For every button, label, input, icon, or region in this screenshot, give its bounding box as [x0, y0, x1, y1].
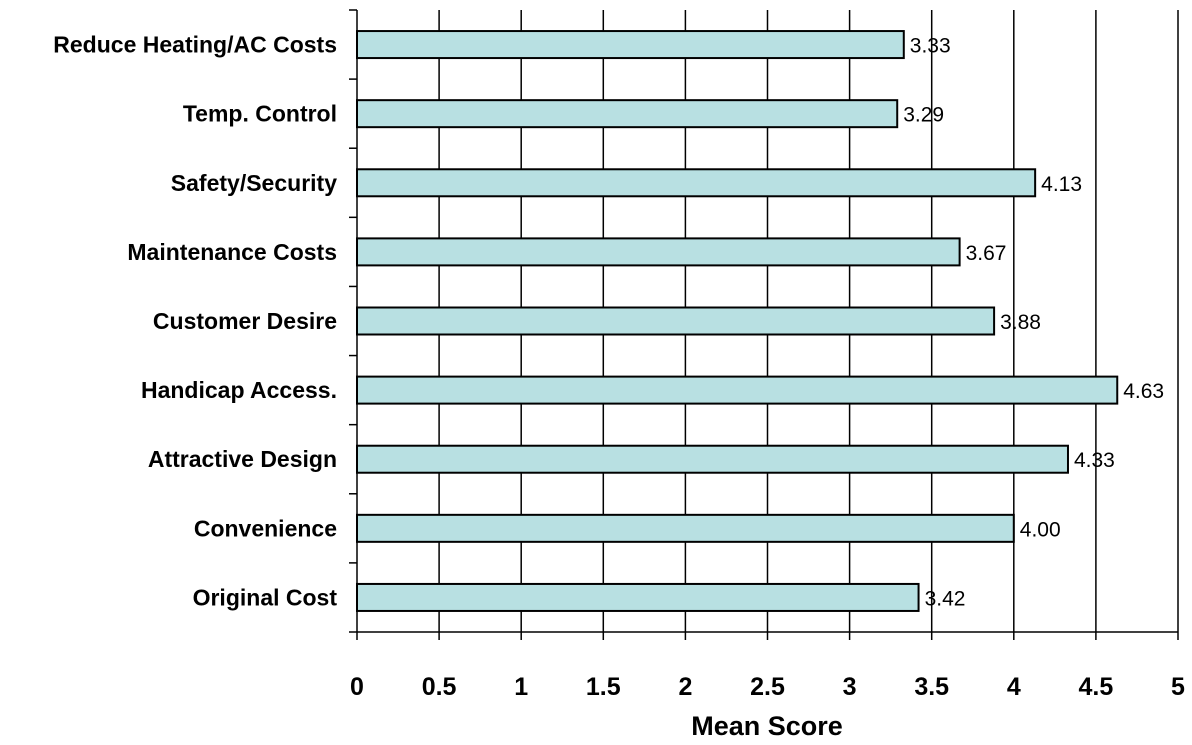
x-tick-label: 4: [1007, 673, 1021, 701]
x-tick-label: 0: [350, 673, 364, 701]
x-tick-label: 5: [1171, 673, 1185, 701]
x-tick-label: 1: [514, 673, 528, 701]
value-label: 4.00: [1020, 518, 1061, 541]
x-tick-label: 1.5: [586, 673, 621, 701]
value-label: 4.13: [1041, 173, 1082, 196]
category-label: Reduce Heating/AC Costs: [53, 32, 337, 58]
category-label: Handicap Access.: [141, 377, 337, 403]
bar: [356, 168, 1037, 198]
category-label: Convenience: [194, 515, 337, 541]
category-label: Customer Desire: [153, 308, 337, 334]
bar: [356, 99, 899, 129]
bar: [356, 30, 905, 60]
x-tick-label: 2: [678, 673, 692, 701]
category-label: Attractive Design: [148, 446, 337, 472]
category-label: Temp. Control: [183, 101, 337, 127]
category-label: Original Cost: [193, 584, 338, 610]
category-label: Safety/Security: [171, 170, 337, 196]
x-tick-label: 2.5: [750, 673, 785, 701]
value-label: 3.29: [903, 104, 944, 127]
category-label: Maintenance Costs: [127, 239, 337, 265]
x-tick-label: 0.5: [422, 673, 457, 701]
x-axis-title: Mean Score: [691, 711, 843, 741]
axes: [349, 9, 1179, 640]
value-label: 3.88: [1000, 311, 1041, 334]
bar: [356, 237, 961, 267]
value-label: 3.67: [966, 242, 1007, 265]
bar: [356, 513, 1015, 543]
x-tick-label: 4.5: [1079, 673, 1114, 701]
bar: [356, 582, 920, 612]
bar: [356, 306, 996, 336]
bars: [356, 30, 1119, 612]
bar: [356, 375, 1119, 405]
value-label: 3.33: [910, 35, 951, 58]
x-tick-label: 3: [843, 673, 857, 701]
labels: 0 0.5 1 1.5 2 2.5 3 3.5 4 4.5 5 Reduce Heating/AC C…: [53, 32, 1185, 701]
bar: [356, 444, 1069, 474]
value-label: 4.63: [1123, 380, 1164, 403]
x-tick-label: 3.5: [914, 673, 949, 701]
value-label: 4.33: [1074, 449, 1115, 472]
value-label: 3.42: [925, 587, 966, 610]
